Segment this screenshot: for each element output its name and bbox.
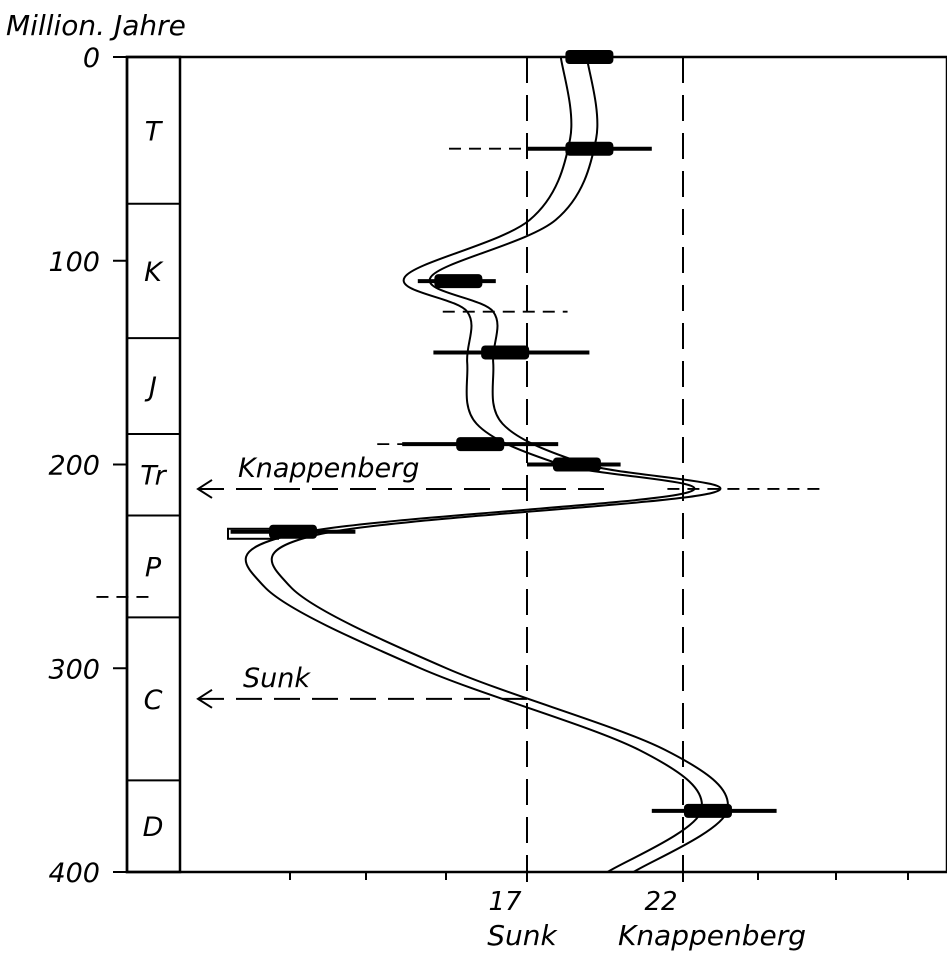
- pole-marker: [552, 457, 601, 472]
- x-sublabel-sunk: Sunk: [487, 919, 558, 952]
- reference-lines: [526, 57, 684, 872]
- period-label-t: T: [145, 116, 164, 147]
- period-label-tr: Tr: [140, 461, 167, 492]
- y-tick-label: 0: [83, 43, 100, 74]
- x-tick-label: 17: [488, 887, 522, 917]
- apparent-polar-wander-band: [244, 56, 729, 873]
- annotation-label-knappenberg: Knappenberg: [238, 453, 419, 484]
- pole-marker: [565, 50, 614, 64]
- x-tick-label: 22: [644, 887, 677, 917]
- arrow-left-icon: [196, 479, 213, 499]
- pole-marker: [456, 437, 505, 452]
- period-label-p: P: [145, 552, 162, 583]
- y-axis-title: Million. Jahre: [6, 9, 186, 42]
- pole-markers: [96, 50, 824, 818]
- y-tick-label: 200: [48, 451, 100, 482]
- pole-marker: [434, 274, 483, 289]
- annotations: Knappenberg Sunk: [196, 453, 609, 709]
- period-boxes: T K J Tr P C D: [127, 116, 180, 843]
- period-label-j: J: [144, 372, 157, 403]
- y-axis: 0 100 200 300 400: [48, 43, 127, 889]
- pole-marker: [481, 345, 530, 360]
- band-left-edge: [244, 56, 703, 873]
- arrow-left-icon: [196, 688, 213, 709]
- period-label-c: C: [144, 685, 163, 716]
- period-label-k: K: [144, 257, 164, 288]
- x-axis: 17 22 Sunk Knappenberg: [289, 872, 909, 952]
- y-tick-label: 300: [48, 654, 100, 685]
- x-sublabel-knappenberg: Knappenberg: [618, 919, 806, 952]
- y-tick-label: 400: [48, 858, 100, 889]
- y-tick-label: 100: [48, 247, 100, 278]
- pole-open-marker: [227, 527, 279, 540]
- band-right-edge: [270, 56, 729, 873]
- pole-marker: [565, 141, 614, 156]
- annotation-label-sunk: Sunk: [243, 663, 311, 694]
- pole-marker: [683, 803, 732, 818]
- period-label-d: D: [143, 812, 164, 843]
- pole-marker: [269, 524, 317, 539]
